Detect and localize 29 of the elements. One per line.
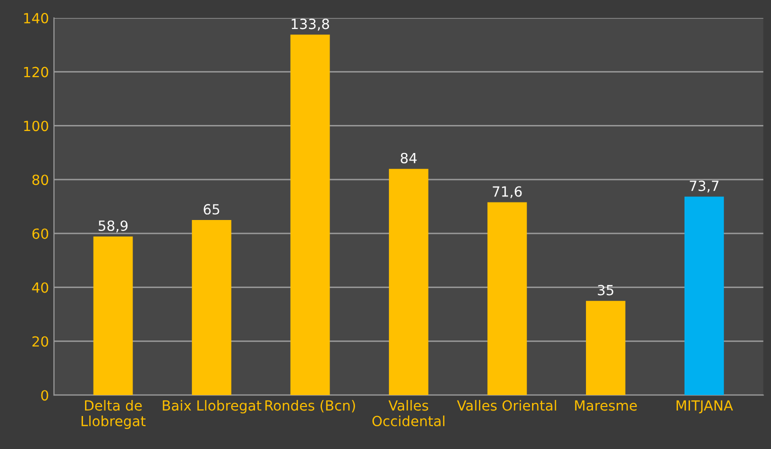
bar [290, 34, 330, 396]
data-label: 73,7 [690, 180, 718, 193]
x-tick-label: Maresme [575, 400, 637, 411]
bar [586, 300, 626, 396]
bar [388, 168, 428, 396]
y-tick-label: 80 [32, 174, 48, 186]
data-label: 84 [400, 152, 417, 164]
data-label: 35 [598, 284, 614, 296]
data-label: 71,6 [492, 186, 522, 198]
x-tick-label: Delta de Llobregat [82, 400, 146, 429]
y-tick-label: 120 [24, 66, 48, 78]
x-tick-label: MITJANA [676, 400, 733, 414]
x-tick-label: Valles Occidental [372, 400, 444, 426]
y-tick-label: 40 [32, 282, 48, 293]
bar [192, 220, 232, 396]
bar [93, 236, 133, 396]
data-label: 58,9 [98, 220, 128, 232]
bar [487, 202, 527, 396]
y-tick-label: 60 [32, 228, 48, 239]
x-tick-label: Rondes (Bcn) [265, 400, 355, 412]
x-tick-label: Valles Oriental [457, 400, 556, 411]
y-tick-label: 0 [41, 390, 48, 401]
data-label: 65 [204, 204, 220, 215]
x-tick-label: Baix Llobregat [162, 400, 262, 414]
y-tick-label: 100 [24, 120, 48, 132]
bar [684, 196, 724, 396]
y-tick-label: 140 [24, 12, 48, 24]
data-label: 133,8 [292, 18, 330, 31]
y-tick-label: 20 [32, 336, 48, 347]
